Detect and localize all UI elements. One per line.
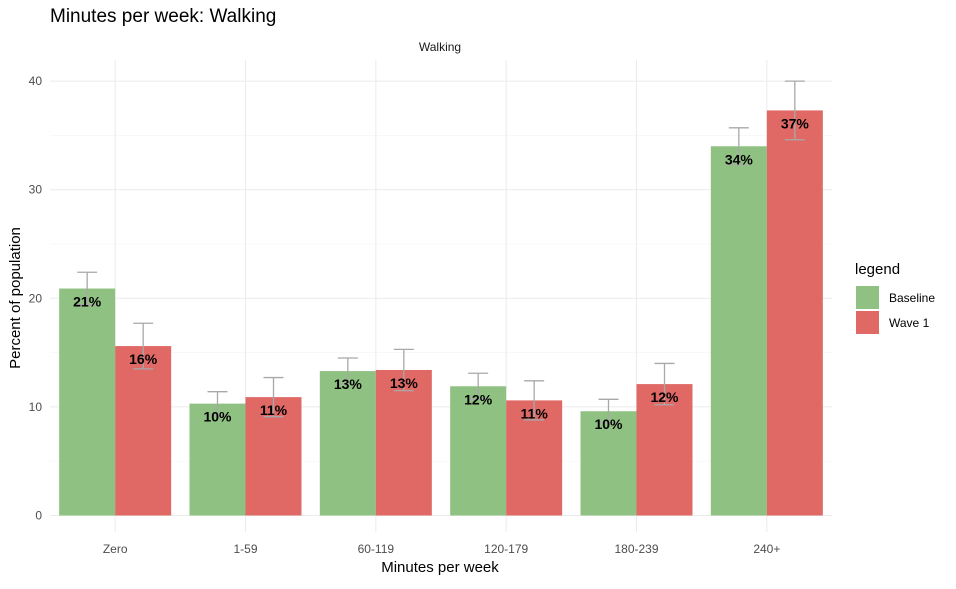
- bar-label-wave-1-120-179: 11%: [521, 405, 549, 421]
- x-tick-label: 1-59: [233, 542, 257, 556]
- bar-label-baseline-60-119: 13%: [334, 376, 363, 392]
- error-bar-baseline-60-119: [337, 357, 358, 385]
- x-axis-title: Minutes per week: [381, 559, 499, 576]
- bar-baseline-1-59: [189, 403, 246, 516]
- bar-labels: 21% 10% 13% 12% 10% 34% 16% 11% 13% 11% 12% 37%: [73, 115, 809, 432]
- error-bar-wave-1-240+: [784, 80, 805, 141]
- x-tick-label: Zero: [103, 542, 128, 556]
- legend-item-wave-1: Wave 1: [856, 311, 930, 334]
- legend-title: legend: [855, 261, 900, 278]
- y-tick-label: 10: [29, 400, 43, 414]
- y-tick-label: 40: [29, 74, 43, 88]
- error-bar-wave-1-60-119: [393, 348, 414, 392]
- x-axis-ticks: Zero 1-59 60-119 120-179 180-239 240+: [103, 542, 781, 556]
- bar-wave-1-Zero: [115, 346, 172, 516]
- bar-baseline-180-239: [580, 411, 637, 516]
- bar-label-wave-1-240+: 37%: [781, 115, 810, 131]
- bar-label-wave-1-Zero: 16%: [129, 351, 158, 367]
- error-bar-wave-1-1-59: [263, 376, 284, 418]
- bar-baseline-Zero: [59, 288, 116, 516]
- bar-label-wave-1-1-59: 11%: [260, 402, 288, 418]
- error-bar-baseline-120-179: [468, 372, 489, 400]
- bar-wave-1-180-239: [636, 384, 693, 516]
- error-bar-baseline-240+: [728, 127, 749, 166]
- facet-label: Walking: [419, 40, 461, 54]
- legend: legend Baseline Wave 1: [855, 261, 935, 334]
- x-tick-label: 240+: [753, 542, 780, 556]
- error-bar-baseline-Zero: [77, 271, 98, 306]
- error-bar-baseline-1-59: [207, 391, 228, 417]
- y-tick-label: 30: [29, 183, 43, 197]
- bar-label-wave-1-180-239: 12%: [650, 389, 679, 405]
- legend-label-wave-1: Wave 1: [889, 316, 930, 330]
- bars: [59, 110, 823, 516]
- y-axis-ticks: 0 10 20 30 40: [29, 74, 43, 522]
- bar-baseline-60-119: [319, 371, 376, 516]
- error-bar-wave-1-Zero: [133, 322, 154, 370]
- y-axis-title: Percent of population: [7, 227, 24, 369]
- legend-swatch-baseline: [856, 286, 879, 309]
- bar-label-wave-1-60-119: 13%: [390, 375, 419, 391]
- legend-item-baseline: Baseline: [856, 286, 935, 309]
- legend-items: Baseline Wave 1: [856, 286, 935, 334]
- x-tick-label: 180-239: [614, 542, 658, 556]
- y-tick-label: 20: [29, 291, 43, 305]
- bar-label-baseline-120-179: 12%: [464, 391, 493, 407]
- error-bar-wave-1-180-239: [654, 362, 675, 406]
- bar-label-baseline-180-239: 10%: [594, 416, 623, 432]
- x-tick-label: 60-119: [358, 542, 395, 556]
- error-bar-wave-1-120-179: [524, 380, 545, 421]
- chart-title: Minutes per week: Walking: [50, 6, 276, 27]
- bar-baseline-240+: [710, 146, 767, 516]
- x-tick-label: 120-179: [484, 542, 528, 556]
- y-tick-label: 0: [35, 509, 42, 523]
- bar-wave-1-60-119: [375, 369, 432, 516]
- bar-baseline-120-179: [450, 386, 507, 516]
- bar-label-baseline-1-59: 10%: [203, 409, 232, 425]
- error-bars: [77, 80, 805, 424]
- bar-wave-1-240+: [766, 110, 823, 516]
- bar-label-baseline-Zero: 21%: [73, 294, 102, 310]
- legend-label-baseline: Baseline: [889, 291, 935, 305]
- legend-swatch-wave-1: [856, 311, 879, 334]
- bar-label-baseline-240+: 34%: [725, 151, 754, 167]
- error-bar-baseline-180-239: [598, 398, 619, 424]
